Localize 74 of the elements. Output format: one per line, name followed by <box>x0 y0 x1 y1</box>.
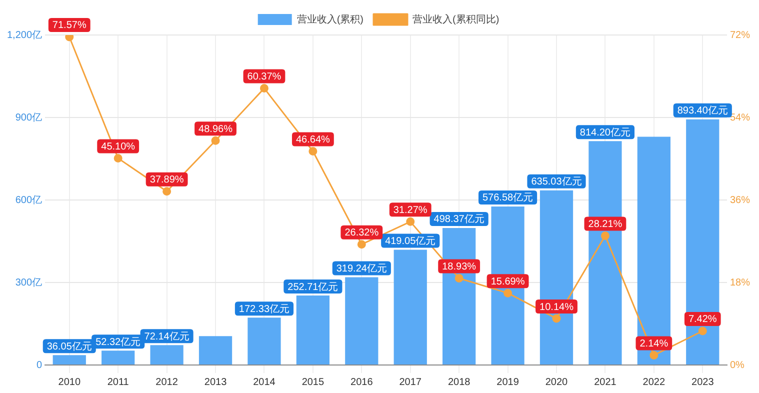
data-label: 18.93% <box>442 261 476 272</box>
y-tick-label: 300亿 <box>15 277 42 288</box>
y-tick-label: 600亿 <box>15 194 42 206</box>
point <box>114 154 122 163</box>
point <box>406 217 415 226</box>
data-label: 71.57% <box>52 20 86 32</box>
point <box>600 231 610 240</box>
bar <box>198 336 232 364</box>
data-label: 498.37亿元 <box>434 214 484 226</box>
data-label: 252.71亿元 <box>288 282 338 293</box>
x-tick-label: 2016 <box>350 376 374 388</box>
bar <box>102 350 135 364</box>
point <box>211 136 220 145</box>
y-tick-label: 900亿 <box>15 112 42 124</box>
data-label: 48.96% <box>198 124 233 135</box>
data-label: 46.64% <box>296 134 330 146</box>
data-label: 814.20亿元 <box>580 127 631 138</box>
data-label: 72.14亿元 <box>144 331 190 342</box>
y2-tick-label: 54% <box>730 112 750 124</box>
x-tick-label: 2015 <box>302 376 324 388</box>
bar <box>150 345 184 364</box>
point <box>552 314 561 323</box>
legend-label: 营业收入(累积) <box>296 13 364 26</box>
x-tick-label: 2010 <box>58 376 81 388</box>
data-label: 576.58亿元 <box>482 192 534 204</box>
bar <box>52 355 86 364</box>
x-tick-label: 2019 <box>496 376 520 388</box>
data-label: 60.37% <box>247 72 282 83</box>
y2-tick-label: 0% <box>730 360 745 371</box>
x-tick-label: 2020 <box>545 376 568 388</box>
y2-tick-label: 72% <box>730 30 750 41</box>
data-label: 419.05亿元 <box>385 236 436 248</box>
point <box>162 187 172 196</box>
bar <box>248 318 281 364</box>
x-tick-label: 2018 <box>448 376 471 388</box>
data-label: 31.27% <box>393 204 428 216</box>
x-tick-label: 2022 <box>642 376 666 388</box>
data-label: 52.32亿元 <box>96 336 141 348</box>
point <box>504 288 512 298</box>
x-tick-label: 2011 <box>107 376 130 388</box>
data-label: 7.42% <box>688 314 717 326</box>
point <box>65 35 74 42</box>
data-label: 893.40亿元 <box>677 106 728 117</box>
bar <box>394 250 427 364</box>
x-tick-label: 2017 <box>399 376 422 388</box>
x-tick-label: 2013 <box>204 376 228 388</box>
data-label: 172.33亿元 <box>238 304 290 315</box>
y2-tick-label: 18% <box>730 277 750 288</box>
x-tick-label: 2012 <box>156 376 178 388</box>
point <box>650 350 658 360</box>
data-label: 2.14% <box>640 338 668 350</box>
x-tick-label: 2023 <box>692 376 714 388</box>
bar <box>296 296 330 364</box>
point <box>308 146 318 156</box>
point <box>357 240 366 249</box>
point <box>454 274 464 282</box>
data-label: 635.03亿元 <box>531 176 582 188</box>
data-label: 319.24亿元 <box>336 263 387 274</box>
legend-label: 营业收入(累积同比) <box>412 13 500 26</box>
data-label: 26.32% <box>344 228 379 239</box>
data-label: 37.89% <box>150 174 184 186</box>
data-label: 28.21% <box>588 218 622 230</box>
y-tick-label: 0 <box>36 360 42 371</box>
y-tick-label: 1,200亿 <box>6 30 42 41</box>
data-label: 36.05亿元 <box>46 341 92 352</box>
x-tick-label: 2014 <box>253 376 276 388</box>
x-tick-label: 2021 <box>594 376 617 388</box>
bar <box>345 277 378 364</box>
point <box>698 326 707 336</box>
point <box>260 84 268 93</box>
data-label: 15.69% <box>490 276 525 288</box>
y2-tick-label: 36% <box>730 194 750 206</box>
data-label: 10.14% <box>540 302 574 313</box>
data-label: 45.10% <box>101 142 136 153</box>
